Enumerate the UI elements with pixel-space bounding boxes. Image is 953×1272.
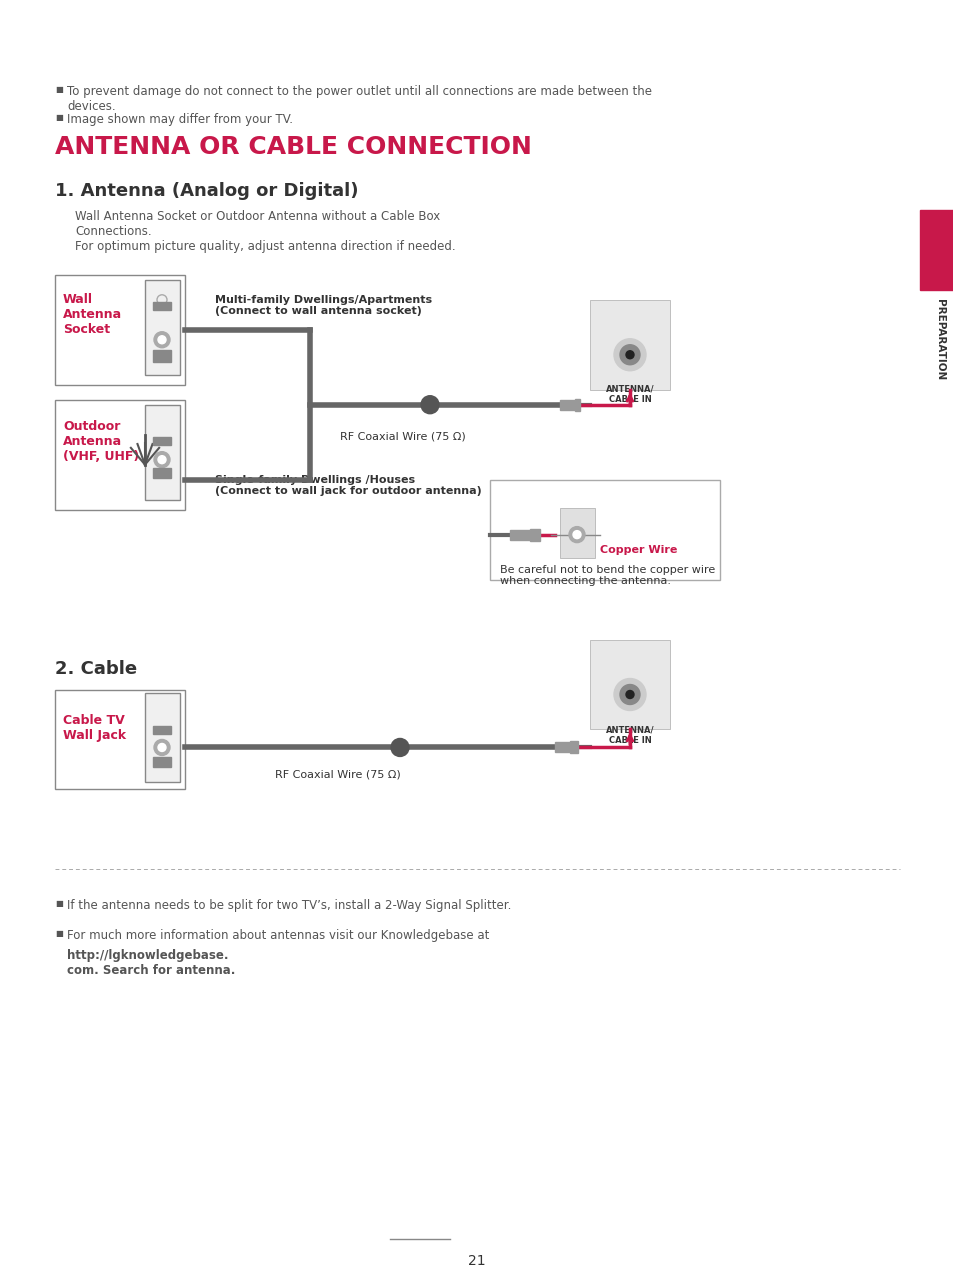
Polygon shape: [559, 398, 579, 411]
Circle shape: [625, 691, 634, 698]
Circle shape: [573, 530, 580, 538]
Text: http://lgknowledgebase.
com. Search for antenna.: http://lgknowledgebase. com. Search for …: [67, 949, 235, 977]
Text: For optimum picture quality, adjust antenna direction if needed.: For optimum picture quality, adjust ante…: [75, 240, 456, 253]
Text: ■: ■: [55, 930, 63, 939]
FancyBboxPatch shape: [589, 640, 669, 729]
Text: Outdoor
Antenna
(VHF, UHF): Outdoor Antenna (VHF, UHF): [63, 420, 139, 463]
Text: Copper Wire: Copper Wire: [599, 544, 677, 555]
FancyBboxPatch shape: [589, 300, 669, 389]
Text: If the antenna needs to be split for two TV’s, install a 2-Way Signal Splitter.: If the antenna needs to be split for two…: [67, 899, 511, 912]
Text: Multi-family Dwellings/Apartments
(Connect to wall antenna socket): Multi-family Dwellings/Apartments (Conne…: [214, 295, 432, 317]
Bar: [152, 350, 171, 361]
Text: ■: ■: [55, 899, 63, 908]
Text: For much more information about antennas visit our Knowledgebase at: For much more information about antennas…: [67, 930, 493, 943]
Bar: [152, 757, 171, 767]
Circle shape: [153, 452, 170, 468]
FancyBboxPatch shape: [145, 280, 180, 375]
Bar: [152, 726, 171, 734]
Text: Single-family Dwellings /Houses
(Connect to wall jack for outdoor antenna): Single-family Dwellings /Houses (Connect…: [214, 474, 481, 496]
Text: ANTENNA/
CABLE IN: ANTENNA/ CABLE IN: [605, 384, 654, 404]
Polygon shape: [510, 529, 539, 541]
Circle shape: [614, 338, 645, 370]
FancyBboxPatch shape: [145, 404, 180, 500]
Text: Wall Antenna Socket or Outdoor Antenna without a Cable Box
Connections.: Wall Antenna Socket or Outdoor Antenna w…: [75, 210, 439, 238]
FancyBboxPatch shape: [490, 480, 720, 580]
Text: Cable TV
Wall Jack: Cable TV Wall Jack: [63, 715, 126, 743]
Text: Be careful not to bend the copper wire
when connecting the antenna.: Be careful not to bend the copper wire w…: [499, 565, 715, 586]
Circle shape: [158, 743, 166, 752]
FancyBboxPatch shape: [55, 275, 185, 384]
FancyBboxPatch shape: [559, 508, 595, 557]
Circle shape: [153, 739, 170, 756]
Text: Wall
Antenna
Socket: Wall Antenna Socket: [63, 293, 122, 336]
Text: ■: ■: [55, 113, 63, 122]
Text: PREPARATION: PREPARATION: [934, 299, 944, 380]
Text: To prevent damage do not connect to the power outlet until all connections are m: To prevent damage do not connect to the …: [67, 85, 651, 113]
Polygon shape: [555, 742, 578, 753]
Circle shape: [420, 396, 438, 413]
Circle shape: [614, 678, 645, 711]
FancyBboxPatch shape: [55, 399, 185, 510]
Bar: [152, 468, 171, 478]
Circle shape: [568, 527, 584, 543]
Circle shape: [625, 351, 634, 359]
Circle shape: [619, 345, 639, 365]
Text: ANTENNA OR CABLE CONNECTION: ANTENNA OR CABLE CONNECTION: [55, 135, 532, 159]
FancyBboxPatch shape: [145, 692, 180, 782]
Text: Image shown may differ from your TV.: Image shown may differ from your TV.: [67, 113, 293, 126]
Text: ■: ■: [55, 85, 63, 94]
Text: 2. Cable: 2. Cable: [55, 659, 137, 678]
Circle shape: [158, 336, 166, 343]
Text: RF Coaxial Wire (75 Ω): RF Coaxial Wire (75 Ω): [339, 431, 465, 441]
Circle shape: [153, 332, 170, 347]
Bar: [152, 436, 171, 445]
Text: 21: 21: [468, 1254, 485, 1268]
Bar: [152, 301, 171, 310]
Circle shape: [619, 684, 639, 705]
Circle shape: [158, 455, 166, 464]
Text: 1. Antenna (Analog or Digital): 1. Antenna (Analog or Digital): [55, 182, 358, 200]
Bar: [919, 210, 953, 290]
FancyBboxPatch shape: [55, 689, 185, 790]
Text: ANTENNA/
CABLE IN: ANTENNA/ CABLE IN: [605, 725, 654, 745]
Circle shape: [391, 739, 409, 757]
Text: RF Coaxial Wire (75 Ω): RF Coaxial Wire (75 Ω): [274, 770, 400, 780]
